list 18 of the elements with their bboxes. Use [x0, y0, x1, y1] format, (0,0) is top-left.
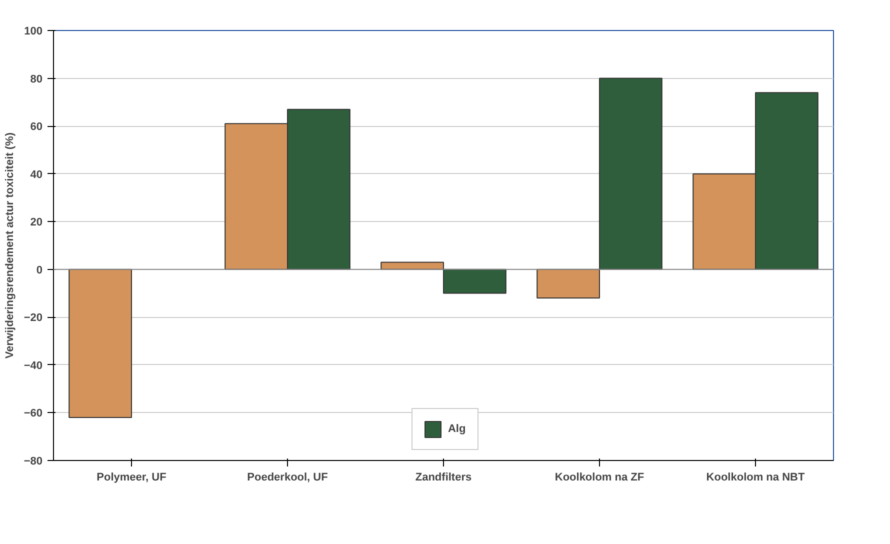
x-tick-label: Poederkool, UF	[247, 472, 328, 484]
y-tick-label: −20	[24, 312, 43, 324]
x-tick-label: Koolkolom na ZF	[554, 472, 644, 484]
y-tick-label: −60	[24, 408, 43, 420]
y-tick-label: 0	[36, 264, 43, 276]
y-tick-label: 100	[24, 26, 43, 38]
y-tick-label: 40	[30, 168, 43, 181]
y-tick-label: −40	[24, 360, 43, 372]
x-tick-label: Koolkolom na NBT	[706, 472, 805, 484]
y-tick-label: −80	[24, 456, 43, 468]
x-tick-label: Polymeer, UF	[96, 472, 167, 484]
y-tick-label: 60	[30, 121, 43, 134]
legend-label: Alg	[448, 423, 467, 435]
x-tick-label: Zandfilters	[415, 472, 472, 484]
y-tick-label: 80	[30, 73, 43, 86]
y-tick-label: 20	[30, 216, 43, 229]
bar	[68, 268, 132, 418]
y-axis-title: Verwijderingsrendement actur toxiciteit (%)	[4, 132, 16, 359]
